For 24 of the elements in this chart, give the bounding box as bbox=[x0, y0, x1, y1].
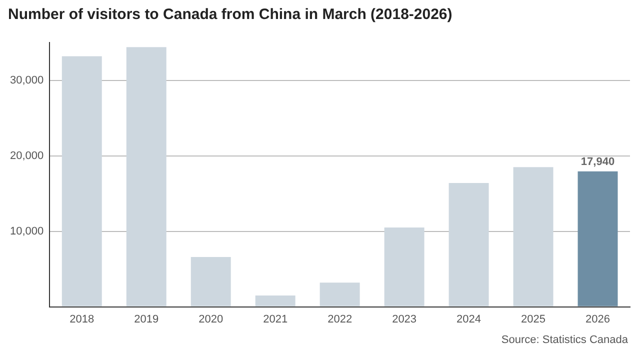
source-note: Source: Statistics Canada bbox=[501, 334, 628, 346]
bar bbox=[384, 228, 424, 306]
bar bbox=[320, 282, 360, 306]
y-tick-label: 20,000 bbox=[10, 150, 44, 162]
bar bbox=[62, 56, 102, 306]
y-tick-label: 10,000 bbox=[10, 225, 44, 238]
x-tick-label: 2019 bbox=[134, 313, 159, 326]
bar bbox=[513, 167, 554, 306]
x-tick-label: 2026 bbox=[586, 313, 610, 326]
x-tick-label: 2025 bbox=[521, 313, 546, 326]
chart-title: Number of visitors to Canada from China in March (2018-2026) bbox=[8, 6, 452, 23]
bar bbox=[578, 171, 618, 306]
x-tick-label: 2018 bbox=[70, 313, 94, 326]
x-tick-label: 2020 bbox=[198, 313, 224, 326]
x-tick-label: 2024 bbox=[456, 313, 482, 326]
bar bbox=[255, 295, 296, 306]
x-tick-label: 2022 bbox=[328, 313, 352, 326]
x-tick-label: 2021 bbox=[263, 313, 288, 326]
data-label: 17,940 bbox=[580, 156, 615, 168]
x-tick-label: 2023 bbox=[392, 313, 417, 326]
bar bbox=[126, 47, 166, 306]
bar bbox=[190, 256, 231, 306]
bar bbox=[448, 183, 489, 306]
y-tick-label: 30,000 bbox=[10, 74, 44, 86]
